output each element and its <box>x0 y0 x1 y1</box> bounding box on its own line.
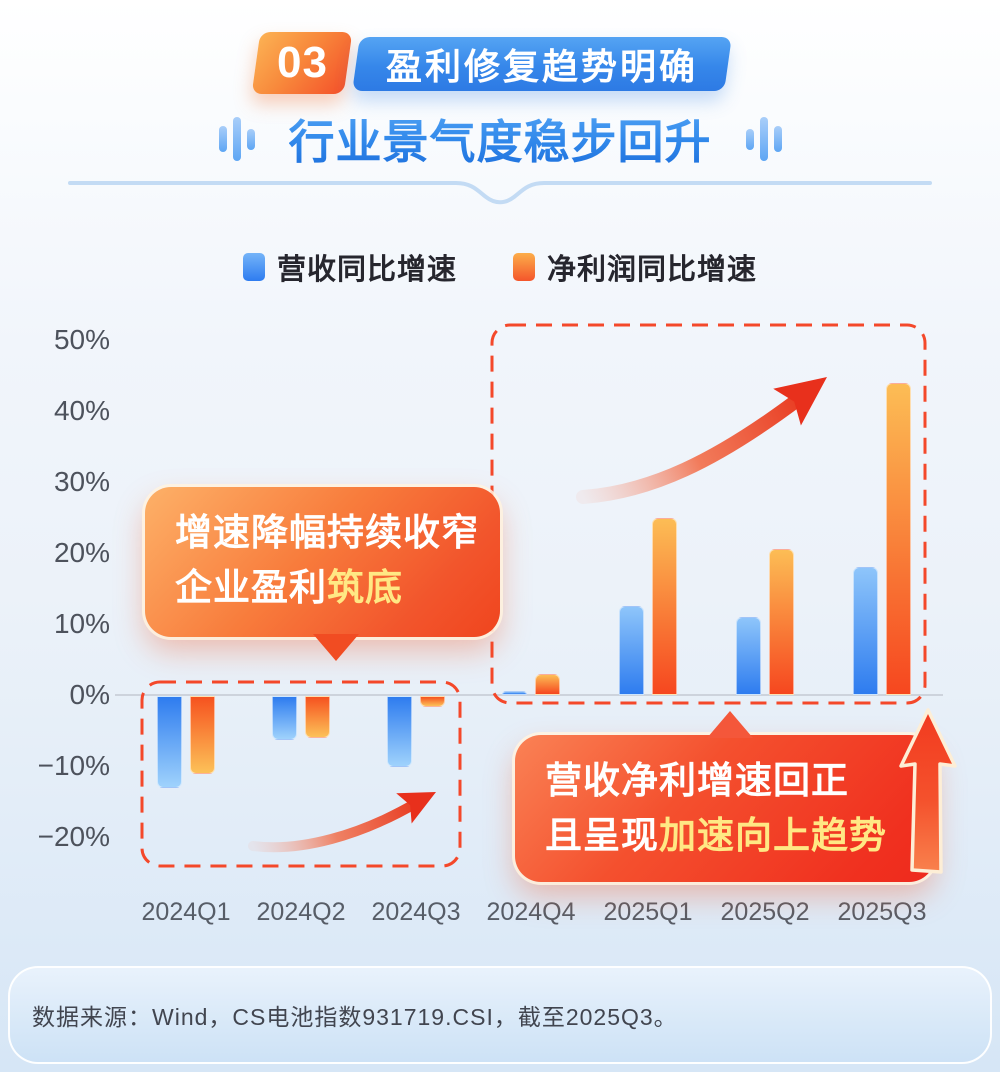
section-number: 03 <box>276 38 328 87</box>
y-axis-tick-label: −20% <box>37 821 110 852</box>
y-axis-tick-label: 30% <box>53 466 110 497</box>
x-axis-label-2024Q3: 2024Q3 <box>371 898 461 926</box>
callout-bottoming-line2: 企业盈利筑底 <box>175 567 403 608</box>
callout-recovery-line1: 营收净利增速回正 <box>545 760 849 801</box>
profit-swatch-icon <box>513 253 535 281</box>
x-axis-label-2024Q4: 2024Q4 <box>486 898 576 926</box>
y-axis-tick-label: −10% <box>37 750 110 781</box>
legend-item-revenue: 营收同比增速 <box>242 246 457 288</box>
callout-recovery-line2: 且呈现加速向上趋势 <box>545 815 887 856</box>
x-axis-label-2025Q2: 2025Q2 <box>720 898 810 926</box>
y-axis-tick-label: 50% <box>53 324 110 355</box>
bar-prof-2024Q1 <box>190 696 215 775</box>
callout-recovery: 营收净利增速回正 且呈现加速向上趋势 <box>515 711 935 882</box>
x-axis-line <box>115 694 943 696</box>
chart-legend: 营收同比增速 净利润同比增速 <box>0 246 1000 288</box>
bar-rev-2024Q4 <box>502 691 527 695</box>
section-banner-text: 盈利修复趋势明确 <box>386 46 699 87</box>
trend-arrow-small-icon <box>248 792 436 853</box>
bar-rev-2025Q1 <box>619 606 644 695</box>
bar-rev-2024Q1 <box>157 696 182 789</box>
revenue-swatch-icon <box>242 253 265 281</box>
bar-rev-2024Q3 <box>387 696 412 767</box>
callout-recovery-highlight: 加速向上趋势 <box>659 815 887 856</box>
bar-prof-2025Q3 <box>886 382 911 695</box>
header-divider <box>68 181 932 205</box>
section-banner: 盈利修复趋势明确 <box>352 37 732 91</box>
legend-item-profit: 净利润同比增速 <box>513 246 757 288</box>
equalizer-bars-right-icon <box>745 117 782 161</box>
footer-band: 数据来源：Wind，CS电池指数931719.CSI，截至2025Q3。 <box>8 966 992 1064</box>
bar-prof-2024Q2 <box>305 696 330 738</box>
y-axis-tick-label: 20% <box>53 537 110 568</box>
bar-prof-2024Q4 <box>535 673 560 695</box>
title-row: 行业景气度稳步回升 <box>0 106 1000 172</box>
equalizer-bars-left-icon <box>218 117 255 161</box>
header-badge-row: 03 盈利修复趋势明确 <box>251 32 732 94</box>
x-axis-label-2025Q1: 2025Q1 <box>603 898 693 926</box>
x-axis-label-2025Q3: 2025Q3 <box>837 898 927 926</box>
bar-prof-2025Q1 <box>652 517 677 695</box>
x-axis-label-2024Q1: 2024Q1 <box>141 898 231 926</box>
y-axis-tick-label: 40% <box>53 395 110 426</box>
y-axis-tick-label: 10% <box>53 608 110 639</box>
x-axis-label-2024Q2: 2024Q2 <box>256 898 346 926</box>
y-axis-tick-label: 0% <box>69 679 110 710</box>
callout-recovery-tail-icon <box>707 711 753 738</box>
callout-bottoming-tail-icon <box>313 634 359 661</box>
legend-label-revenue: 营收同比增速 <box>276 254 457 286</box>
bar-rev-2024Q2 <box>272 696 297 741</box>
callout-bottoming-highlight: 筑底 <box>327 567 403 608</box>
bar-prof-2025Q2 <box>769 549 794 695</box>
callout-bottoming: 增速降幅持续收窄 企业盈利筑底 <box>145 487 500 661</box>
callout-bottoming-line1: 增速降幅持续收窄 <box>175 512 479 553</box>
bar-prof-2024Q3 <box>420 696 445 707</box>
data-source-note: 数据来源：Wind，CS电池指数931719.CSI，截至2025Q3。 <box>32 1004 678 1030</box>
section-number-badge: 03 <box>251 32 353 94</box>
trend-arrow-large-icon <box>576 377 827 504</box>
legend-label-profit: 净利润同比增速 <box>547 254 758 286</box>
bar-rev-2025Q2 <box>736 616 761 695</box>
page-title: 行业景气度稳步回升 <box>289 106 712 172</box>
bar-rev-2025Q3 <box>853 567 878 695</box>
